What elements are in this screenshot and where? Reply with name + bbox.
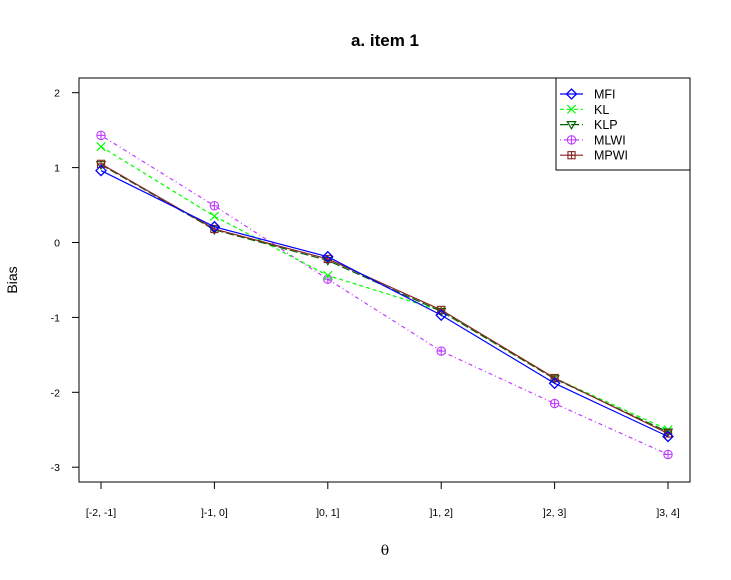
x-tick-label: ]0, 1]	[316, 507, 339, 519]
data-point-mfi	[435, 309, 448, 322]
legend-item-kl: KL	[560, 103, 609, 117]
data-point-mlwi	[209, 201, 220, 211]
x-axis: [-2, -1] ]-1, 0] ]0, 1] ]1, 2] ]2, 3] ]3, 4]	[86, 482, 680, 519]
legend-label-klp: KLP	[594, 118, 618, 132]
legend-marker-mfi	[565, 88, 578, 100]
x-tick-label: ]3, 4]	[656, 507, 679, 519]
data-point-kl	[96, 142, 106, 152]
x-tick-label: ]-1, 0]	[201, 507, 228, 519]
data-point-mfi	[321, 250, 334, 263]
legend-label-mlwi: MLWI	[594, 133, 626, 147]
y-tick-label: -3	[51, 462, 60, 474]
x-tick-label: ]1, 2]	[430, 507, 453, 519]
legend-item-mlwi: MLWI	[560, 133, 626, 147]
data-point-mfi	[548, 377, 561, 390]
data-point-kl	[323, 270, 333, 281]
legend-item-mfi: MFI	[560, 88, 616, 102]
x-tick-label: [-2, -1]	[86, 507, 116, 519]
series-line-mlwi	[100, 134, 669, 456]
plot-frame	[78, 77, 691, 483]
x-axis-label: θ	[381, 543, 389, 559]
data-point-mfi	[662, 430, 674, 443]
legend-marker-mlwi	[566, 135, 577, 145]
y-axis: -3 -2 -1 0 1 2	[51, 88, 79, 474]
series-line-mfi	[100, 170, 669, 438]
series-mlwi	[96, 130, 673, 460]
legend-label-kl: KL	[594, 103, 609, 117]
data-point-mfi	[208, 220, 221, 233]
legend-marker-klp	[566, 121, 577, 130]
x-tick-label: ]2, 3]	[543, 507, 566, 519]
chart-title: a. item 1	[351, 31, 419, 50]
y-tick-label: -2	[51, 387, 60, 399]
legend-label-mfi: MFI	[594, 88, 616, 102]
data-point-mlwi	[436, 346, 446, 356]
legend-marker-kl	[566, 104, 577, 114]
series-line-mpwi	[100, 163, 669, 435]
legend-marker-mpwi	[567, 151, 576, 160]
legend-label-mpwi: MPWI	[594, 149, 628, 163]
legend-item-mpwi: MPWI	[560, 149, 628, 163]
y-tick-label: 2	[54, 88, 60, 100]
y-tick-label: 1	[54, 163, 60, 175]
legend-item-klp: KLP	[560, 118, 618, 132]
series-mfi	[95, 164, 674, 443]
data-point-mlwi	[549, 398, 560, 409]
y-tick-label: -1	[51, 312, 60, 324]
data-point-kl	[209, 211, 220, 221]
data-point-mlwi	[663, 449, 673, 460]
y-axis-label: Bias	[4, 266, 20, 293]
y-tick-label: 0	[54, 238, 60, 250]
series-layer	[95, 130, 674, 460]
data-point-mfi	[95, 164, 107, 177]
data-point-mlwi	[96, 130, 106, 141]
